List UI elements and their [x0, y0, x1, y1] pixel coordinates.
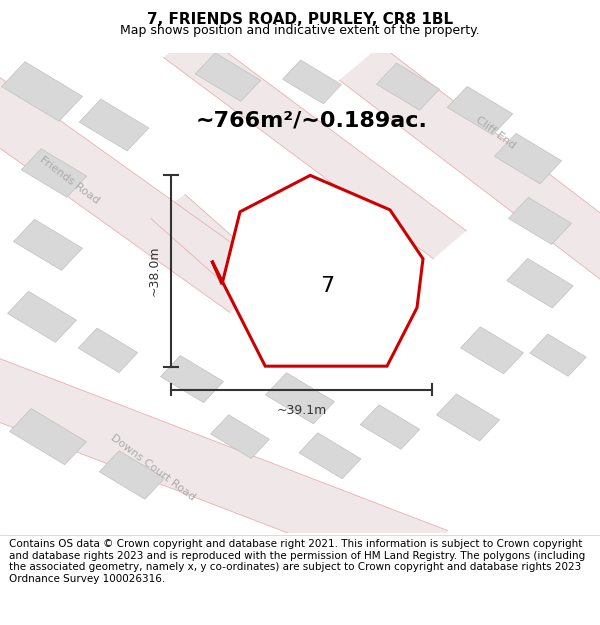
Polygon shape [299, 433, 361, 479]
Polygon shape [0, 353, 448, 582]
Text: Cliff End: Cliff End [473, 114, 517, 150]
Text: ~38.0m: ~38.0m [147, 246, 160, 296]
Text: Downs Court Road: Downs Court Road [109, 433, 197, 502]
Polygon shape [494, 133, 562, 184]
Polygon shape [161, 356, 223, 402]
Text: Map shows position and indicative extent of the property.: Map shows position and indicative extent… [120, 24, 480, 38]
Polygon shape [507, 258, 573, 308]
Polygon shape [151, 194, 347, 362]
Text: Friends Road: Friends Road [37, 154, 101, 206]
Polygon shape [339, 46, 600, 286]
Polygon shape [8, 291, 76, 342]
Polygon shape [212, 176, 423, 366]
Polygon shape [10, 409, 86, 465]
Text: Contains OS data © Crown copyright and database right 2021. This information is : Contains OS data © Crown copyright and d… [9, 539, 585, 584]
Text: ~39.1m: ~39.1m [277, 404, 326, 417]
Polygon shape [78, 328, 138, 372]
Polygon shape [377, 63, 439, 110]
Polygon shape [100, 451, 164, 499]
Polygon shape [164, 29, 466, 259]
Text: 7: 7 [320, 276, 334, 296]
Polygon shape [235, 242, 305, 296]
Polygon shape [530, 334, 586, 376]
Polygon shape [14, 219, 82, 271]
Polygon shape [437, 394, 499, 441]
Polygon shape [461, 327, 523, 374]
Polygon shape [0, 72, 274, 312]
Polygon shape [509, 198, 571, 244]
Polygon shape [283, 60, 341, 104]
Polygon shape [22, 149, 86, 198]
Polygon shape [2, 62, 82, 121]
Polygon shape [211, 415, 269, 459]
Text: 7, FRIENDS ROAD, PURLEY, CR8 1BL: 7, FRIENDS ROAD, PURLEY, CR8 1BL [147, 12, 453, 27]
Polygon shape [448, 86, 512, 135]
Polygon shape [79, 99, 149, 151]
Polygon shape [266, 372, 334, 424]
Text: ~766m²/~0.189ac.: ~766m²/~0.189ac. [196, 110, 428, 130]
Polygon shape [196, 53, 260, 101]
Polygon shape [360, 405, 420, 449]
